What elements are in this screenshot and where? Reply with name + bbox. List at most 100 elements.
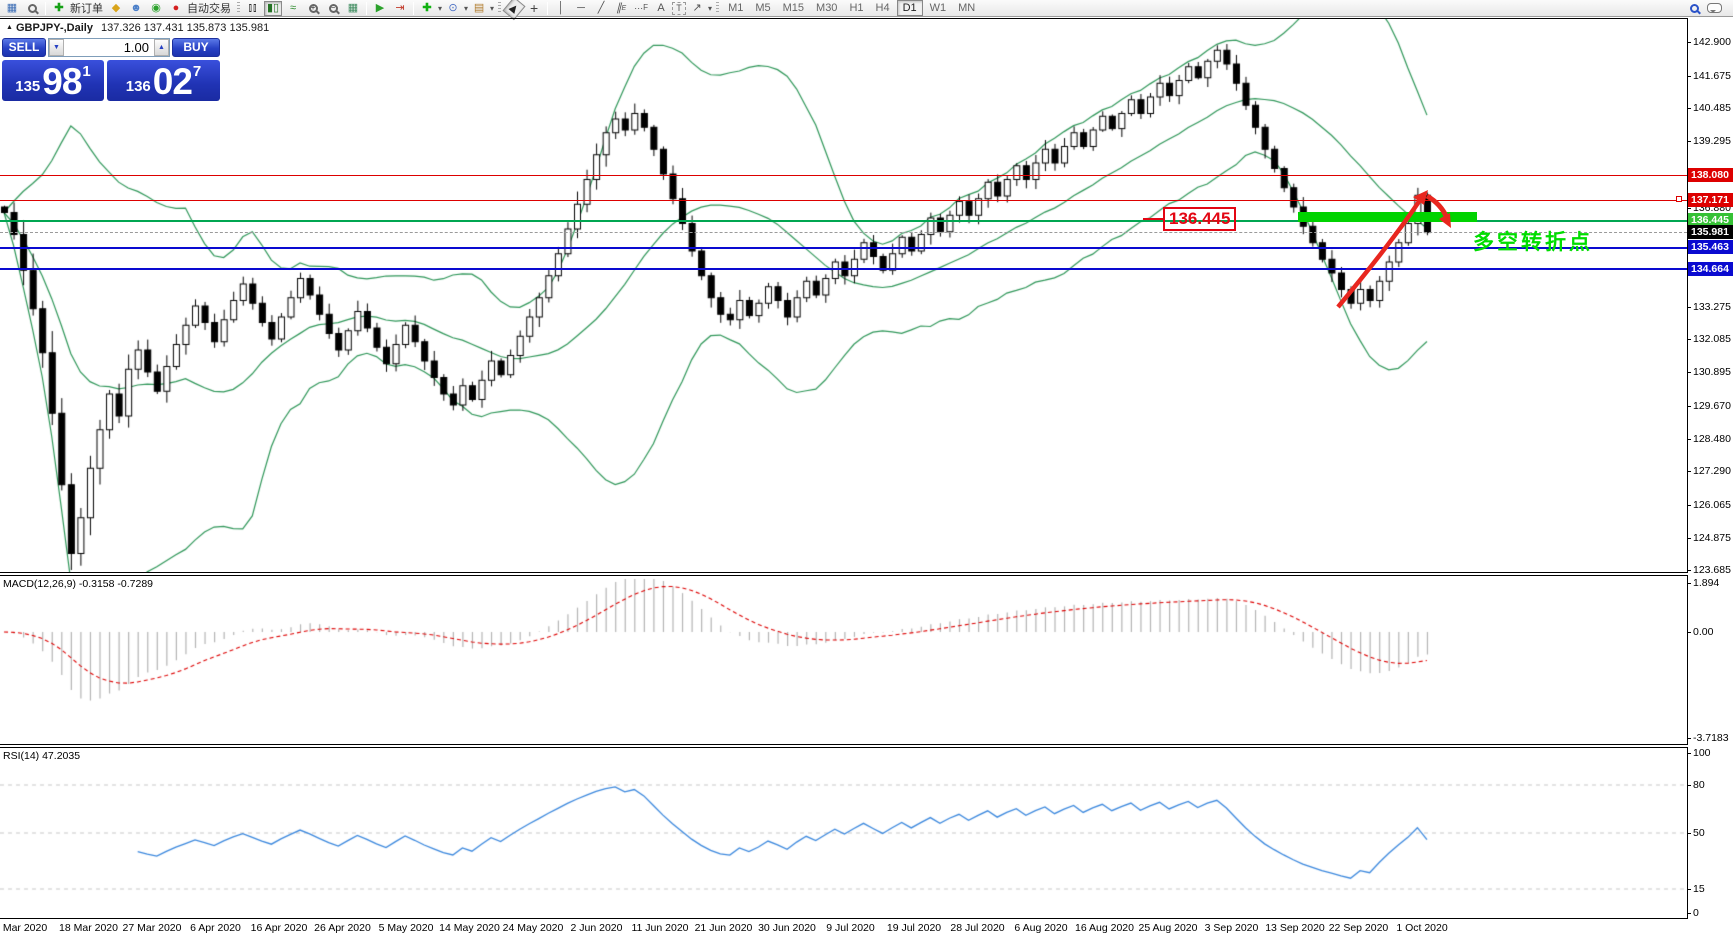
periods-caret-icon[interactable]: ▾ — [464, 3, 469, 13]
fibonacci-tool-icon[interactable]: ⋯ F — [634, 2, 648, 13]
rsi-panel-canvas[interactable] — [0, 748, 1687, 918]
new-order-label[interactable]: 新订单 — [70, 3, 103, 15]
date-label: 13 Sep 2020 — [1265, 922, 1325, 934]
periods-icon[interactable]: ⊙ — [448, 1, 458, 14]
hline-135.981 — [0, 232, 1687, 233]
search-icon[interactable] — [1685, 1, 1703, 16]
macd-tick-mark — [1687, 738, 1691, 739]
price-tick-mark — [1687, 372, 1691, 374]
indicators-icon[interactable]: ✚ — [422, 1, 432, 14]
price-tick-mark — [1687, 108, 1691, 110]
trendline-tool-icon[interactable]: ╱ — [597, 1, 605, 14]
buy-price-display[interactable]: 136 02 7 — [107, 60, 220, 101]
volume-increase-button[interactable]: ▲ — [154, 39, 169, 56]
main-macd-separator[interactable] — [0, 572, 1688, 576]
indicators-caret-icon[interactable]: ▾ — [438, 3, 443, 13]
account-icon[interactable]: ☻ — [130, 1, 142, 14]
price-tick-mark — [1687, 504, 1691, 506]
price-chart-canvas[interactable] — [0, 19, 1687, 572]
auto-scroll-icon[interactable]: ▶ — [375, 1, 385, 14]
price-tick-mark — [1687, 141, 1691, 143]
price-tick-label: 133.275 — [1693, 300, 1731, 313]
templates-icon[interactable]: ▤ — [473, 1, 485, 14]
candlestick-chart-icon[interactable]: ▮▯ — [264, 0, 282, 16]
rsi-tick-label: 80 — [1693, 779, 1705, 791]
date-label: 26 Apr 2020 — [314, 922, 371, 934]
cursor-tool-icon[interactable]: ▶ — [502, 0, 526, 20]
chat-icon[interactable] — [1705, 1, 1723, 16]
price-callout-label[interactable]: 136.445 — [1163, 207, 1237, 231]
arrows-tool-icon[interactable]: ↗ — [692, 1, 702, 14]
timeframe-M15[interactable]: M15 — [782, 2, 805, 14]
sell-button[interactable]: SELL — [2, 38, 46, 57]
timeframe-H4[interactable]: H4 — [875, 2, 890, 14]
date-label: 27 Mar 2020 — [122, 922, 182, 934]
chart-window-icon[interactable]: ▦ — [6, 1, 18, 14]
price-tick-mark — [1687, 537, 1691, 539]
gold-icon[interactable]: ◆ — [111, 1, 121, 14]
date-label: 18 Mar 2020 — [59, 922, 118, 934]
macd-rsi-separator[interactable] — [0, 744, 1688, 748]
volume-decrease-button[interactable]: ▼ — [49, 39, 64, 56]
turning-point-note[interactable]: 多空转折点 — [1473, 231, 1593, 254]
timeframe-M30[interactable]: M30 — [816, 2, 838, 14]
date-label: 6 Aug 2020 — [1014, 922, 1068, 934]
hline-136.445[interactable] — [0, 220, 1687, 222]
hline-135.463[interactable] — [0, 247, 1687, 249]
market-watch-icon[interactable] — [23, 1, 41, 16]
macd-panel-canvas[interactable] — [0, 577, 1687, 744]
date-label: 11 Jun 2020 — [631, 922, 689, 934]
templates-caret-icon[interactable]: ▾ — [490, 3, 495, 13]
timeframe-H1[interactable]: H1 — [849, 2, 864, 14]
channel-tool-icon[interactable]: ∥ E — [615, 1, 627, 14]
horizontal-line-tool-icon[interactable]: ─ — [577, 1, 585, 14]
chart-symbol: GBPJPY-,Daily — [15, 22, 93, 34]
zoom-out-icon[interactable]: − — [324, 1, 342, 16]
vertical-line-tool-icon[interactable]: │ — [557, 1, 565, 14]
auto-trade-icon[interactable]: ● — [172, 1, 180, 14]
volume-value[interactable]: 1.00 — [123, 40, 149, 55]
chart-ohlc: 137.326 137.431 135.873 135.981 — [100, 22, 270, 34]
chart-shift-icon[interactable]: ⇥ — [395, 1, 405, 14]
hline-138.08[interactable] — [0, 175, 1687, 176]
price-tick-mark — [1687, 570, 1691, 572]
zoom-in-icon[interactable]: + — [304, 1, 322, 16]
sell-price-display[interactable]: 135 98 1 — [2, 60, 104, 101]
macd-tick-label: 0.00 — [1693, 626, 1714, 638]
timeframe-M5[interactable]: M5 — [755, 2, 771, 14]
rsi-tick-label: 15 — [1693, 883, 1705, 895]
volume-stepper: ▼ 1.00 ▲ — [48, 38, 170, 57]
buy-button[interactable]: BUY — [172, 38, 220, 57]
timeframe-M1[interactable]: M1 — [728, 2, 744, 14]
date-label: 25 Aug 2020 — [1138, 922, 1198, 934]
timeframe-MN[interactable]: MN — [958, 2, 976, 14]
resistance-zone-highlight[interactable] — [1298, 212, 1477, 222]
price-tick-label: 141.675 — [1693, 69, 1731, 82]
line-chart-icon[interactable]: ≈ — [289, 1, 297, 14]
price-tick-label: 128.480 — [1693, 432, 1731, 445]
macd-tick-mark — [1687, 583, 1691, 584]
macd-tick-mark — [1687, 632, 1691, 633]
bar-chart-icon[interactable]: ⫾⫾ — [248, 1, 258, 14]
signal-icon[interactable]: ◉ — [151, 1, 161, 14]
toolbar-separator — [45, 1, 46, 15]
symbol-marker-icon: ▲ — [6, 24, 13, 31]
timeframe-W1[interactable]: W1 — [929, 2, 947, 14]
hline-137.171[interactable] — [0, 200, 1687, 201]
timeframe-D1[interactable]: D1 — [896, 0, 923, 16]
tile-windows-icon[interactable]: ▦ — [347, 1, 359, 14]
chart-header: ▲ GBPJPY-,Daily 137.326 137.431 135.873 13… — [6, 22, 269, 34]
text-label-tool-icon[interactable]: T — [672, 1, 687, 15]
crosshair-tool-icon[interactable]: + — [529, 0, 539, 16]
price-tick-mark — [1687, 405, 1691, 407]
date-label: 16 Apr 2020 — [250, 922, 308, 934]
new-order-icon[interactable]: ✚ — [54, 1, 64, 14]
arrows-caret-icon[interactable]: ▾ — [708, 3, 713, 13]
search-magnifier-icon — [1689, 3, 1699, 13]
hline-selection-handle[interactable] — [1676, 196, 1682, 202]
hline-134.664[interactable] — [0, 268, 1687, 270]
text-tool-icon[interactable]: A — [657, 1, 665, 14]
auto-trade-label[interactable]: 自动交易 — [187, 3, 231, 15]
toolbar-grip — [498, 2, 502, 14]
zoom-out-magnifier-icon: − — [328, 3, 338, 13]
